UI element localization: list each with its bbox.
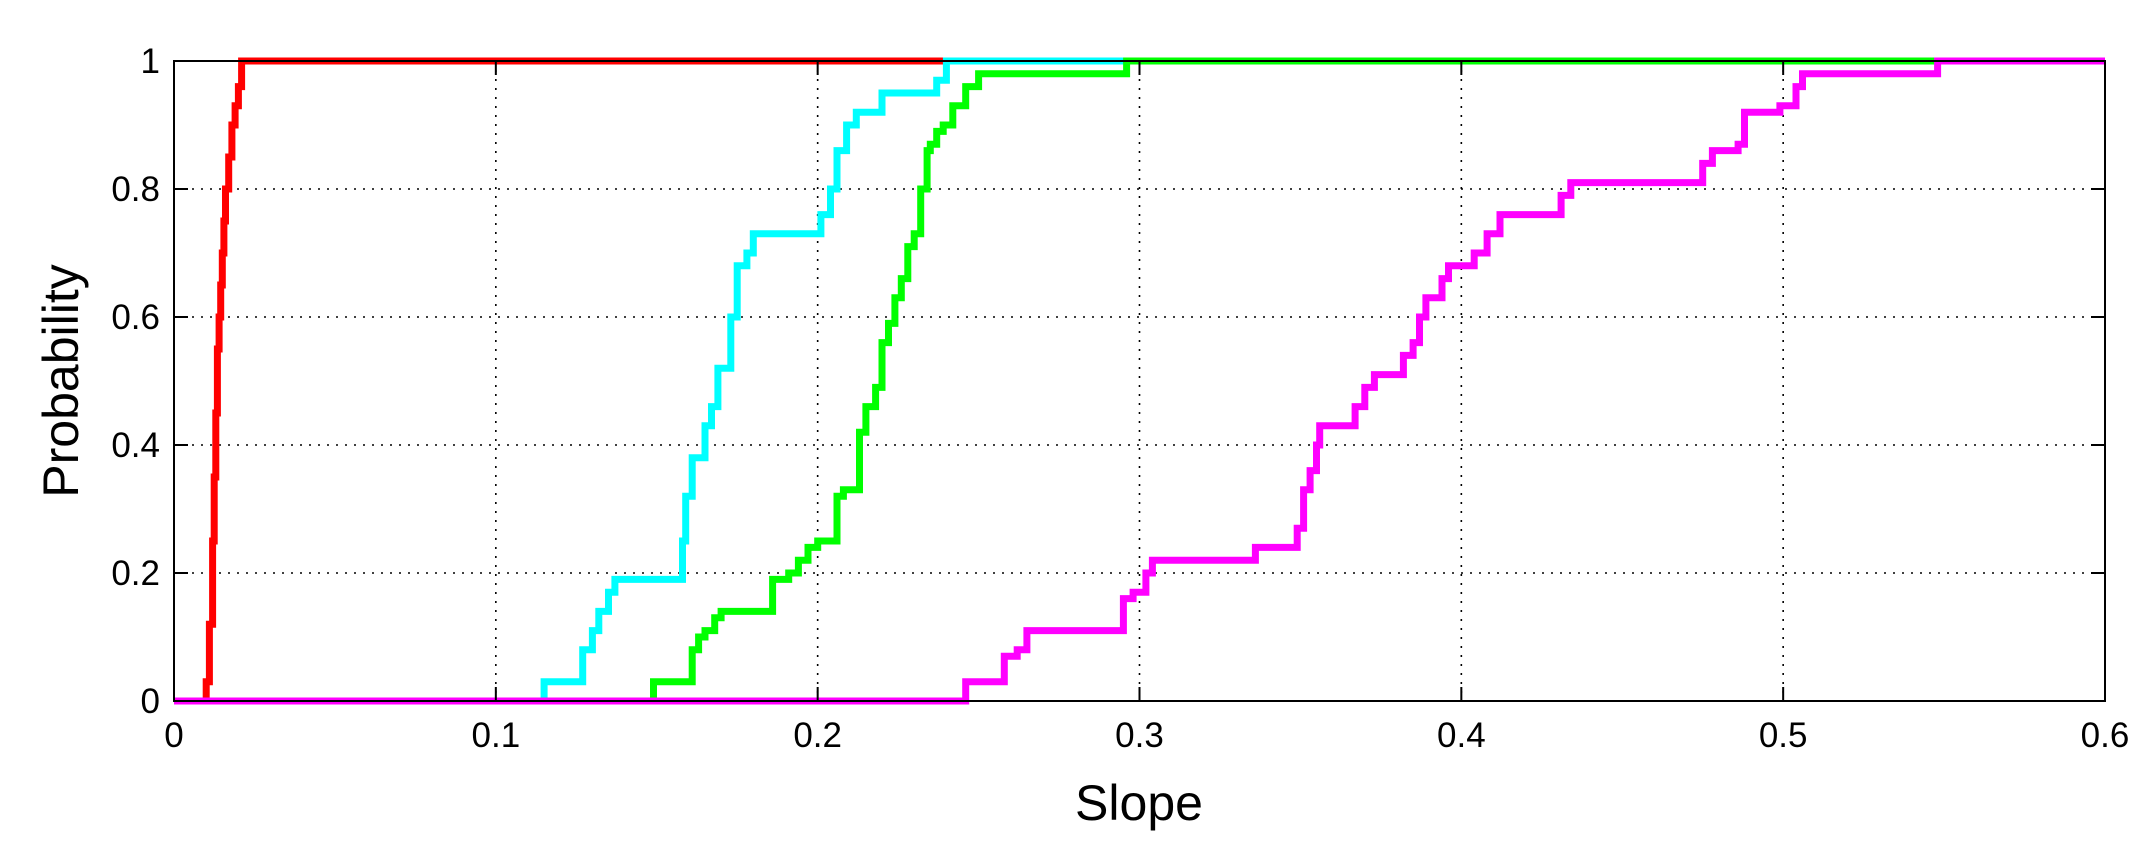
x-tick-label: 0.5 [1759,716,1808,755]
x-tick-labels: 0 0.1 0.2 0.3 0.4 0.5 0.6 [164,716,2129,755]
x-tick-label: 0.3 [1115,716,1164,755]
y-tick-label: 0.6 [111,298,160,337]
x-tick-label: 0.1 [472,716,521,755]
y-axis-label: Probability [33,264,89,497]
series-line-2 [174,57,2105,705]
tick-marks [173,60,2106,702]
x-tick-label: 0.4 [1437,716,1486,755]
series-layer [174,57,2105,705]
y-tick-label: 0.8 [111,170,160,209]
x-tick-label: 0.6 [2081,716,2130,755]
y-tick-label: 0 [141,682,160,721]
series-line-3 [174,57,2105,705]
y-tick-labels: 0 0.2 0.4 0.6 0.8 1 [111,42,160,721]
series-line-1 [174,57,2105,705]
plot-area [174,61,2105,701]
x-tick-label: 0.2 [793,716,842,755]
x-axis-label: Slope [1075,775,1203,831]
series-line-4 [174,57,2105,705]
y-tick-label: 1 [141,42,160,81]
y-tick-label: 0.4 [111,426,160,465]
x-tick-label: 0 [164,716,183,755]
y-tick-label: 0.2 [111,554,160,593]
